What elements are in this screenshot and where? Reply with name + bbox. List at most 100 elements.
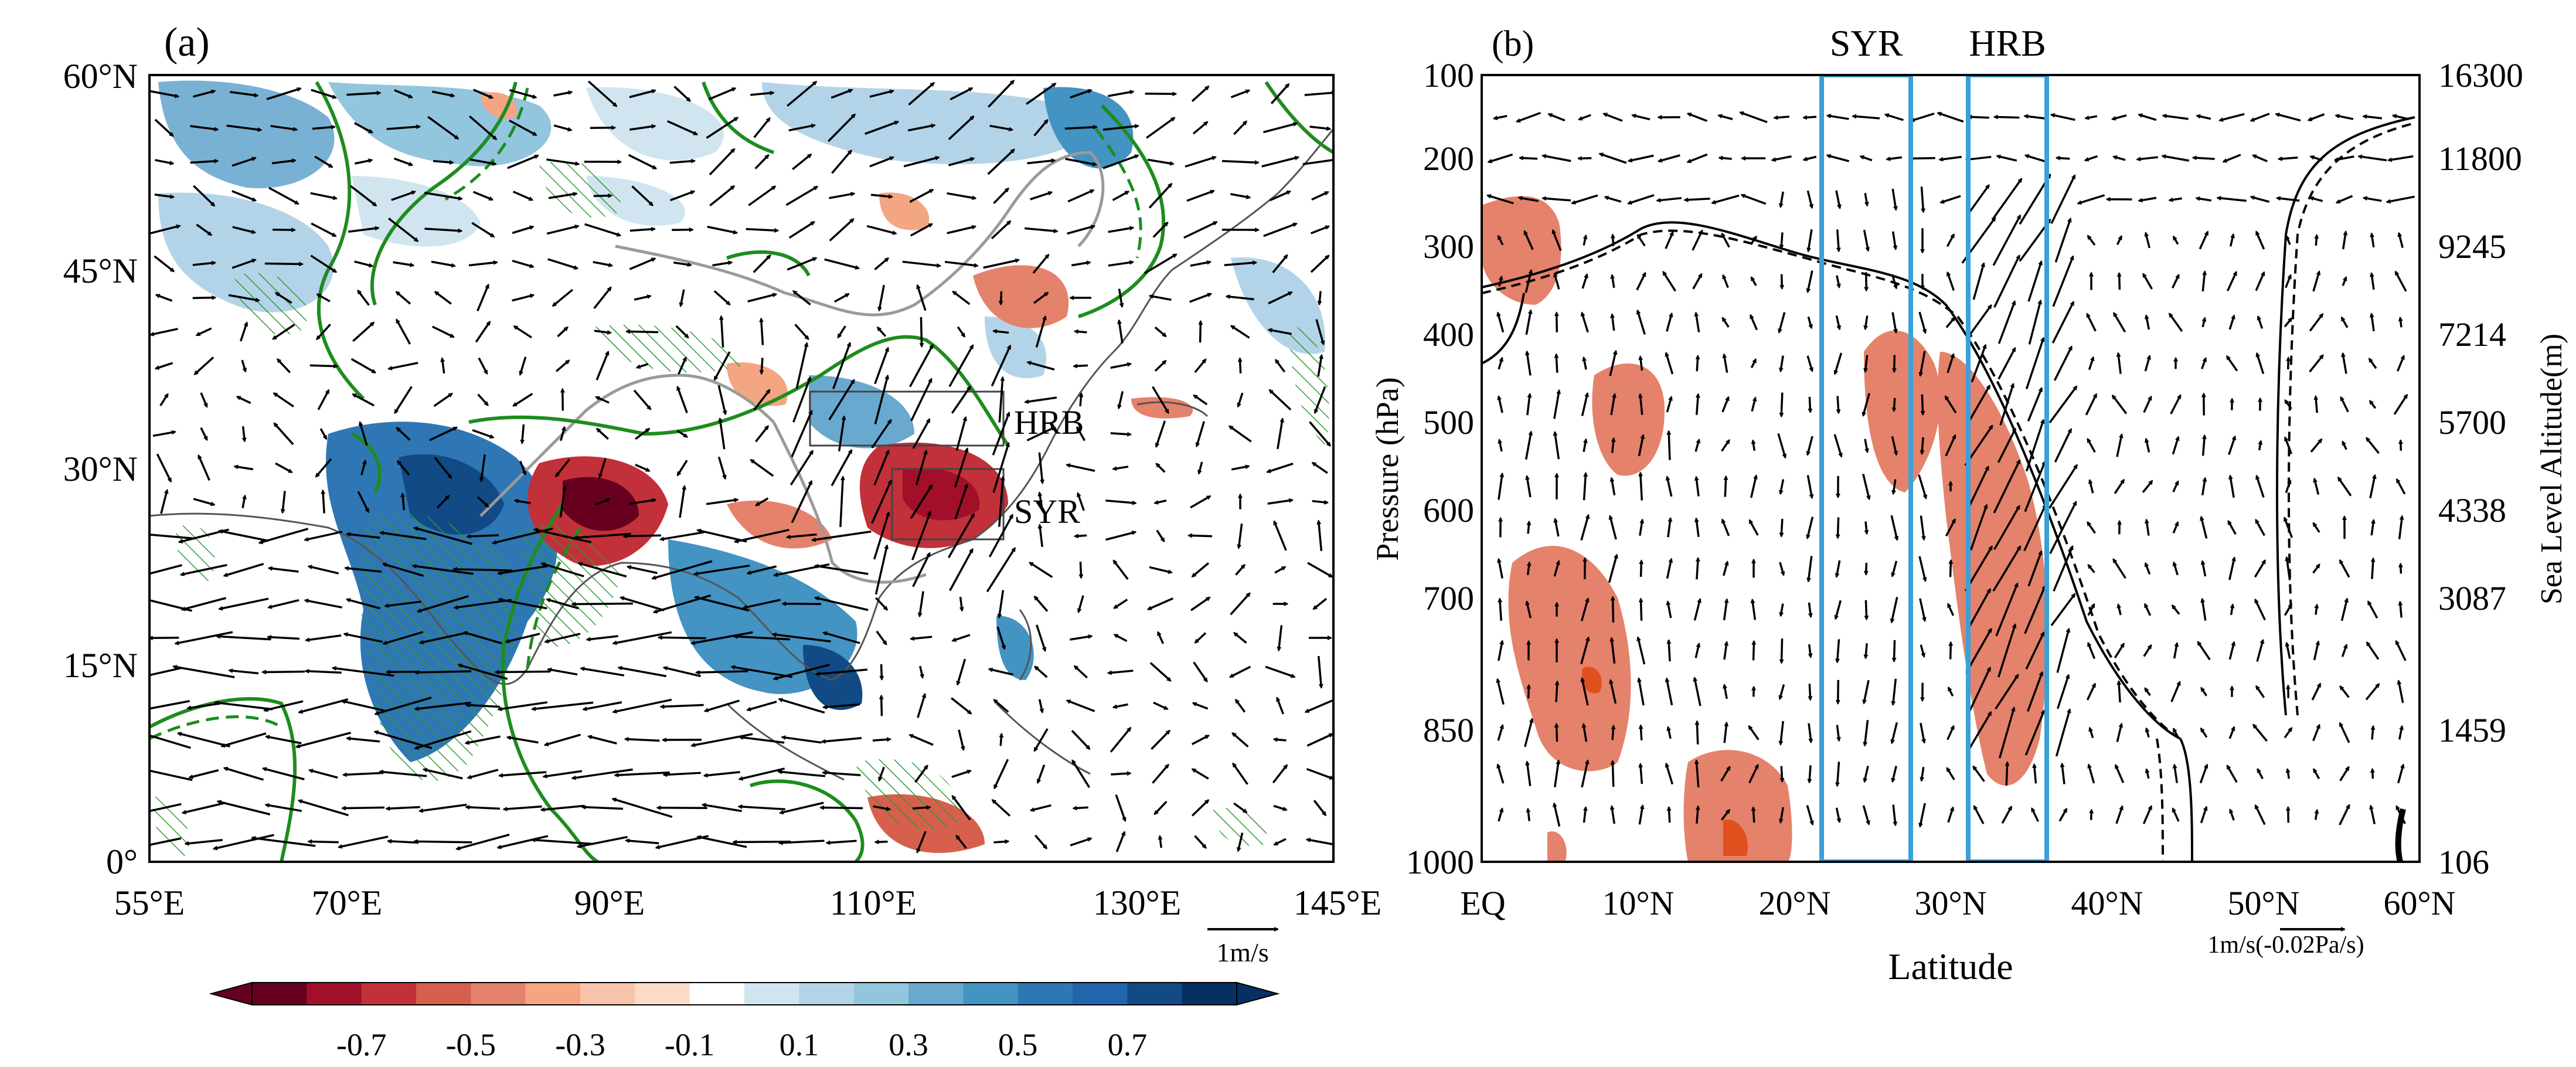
vector-arrow [280,491,286,514]
vector-arrow [1740,193,1767,205]
latitude-tick-60: 60°N [2383,884,2455,922]
colorbar-tick-label: -0.3 [555,1027,605,1062]
vector-arrow [662,666,701,678]
vector-arrow [1695,805,1700,824]
vector-arrow [311,89,338,99]
vector-arrow [1598,152,1627,164]
vector-arrow [271,324,295,340]
vector-arrow [1608,515,1617,540]
vector-arrow [746,227,780,233]
vector-arrow [2254,559,2267,578]
vector-arrow [240,321,249,342]
vector-arrow [1835,190,1842,210]
vector-arrow [2369,271,2375,290]
vector-arrow [1274,359,1286,373]
vector-arrow [321,489,326,514]
vector-arrow [1968,465,1989,507]
vector-arrow [874,257,890,271]
vector-arrow [354,158,373,165]
vector-arrow [548,192,578,199]
vector-arrow [1554,680,1560,702]
vector-arrow [1307,562,1333,578]
vector-arrow [154,255,175,273]
pressure-tick-200: 200 [1423,140,1474,178]
reference-vector-b: 1m/s(-0.02Pa/s) [2207,927,2364,959]
vector-arrow [1233,802,1248,814]
vector-arrow [1694,311,1700,332]
colorbar-tick-label: 0.3 [889,1027,928,1062]
vector-arrow [1919,598,1927,623]
vector-arrow [2168,197,2183,202]
vector-arrow [311,222,337,237]
vector-arrow [1636,309,1646,335]
vector-arrow [544,633,581,644]
vector-arrow [465,804,500,810]
vector-arrow [1946,271,1955,291]
vector-arrow [2171,604,2180,615]
vector-arrow [384,600,422,609]
vector-arrow [598,457,607,479]
vector-arrow [629,226,656,232]
colorbar-swatch [689,983,745,1005]
vector-arrow [712,260,733,267]
latitude-axis-label: Latitude [1888,946,2013,987]
vector-arrow [1064,124,1098,130]
vector-arrow [154,193,175,199]
vector-arrow [2257,315,2264,329]
vector-arrow [573,532,631,540]
vector-arrow [2142,480,2153,494]
vector-arrow [316,324,331,341]
vector-arrow [1778,355,1784,373]
vector-arrow [394,89,413,98]
vector-arrow [310,192,338,201]
vector-arrow [1583,234,1588,246]
vector-arrow [1317,354,1323,377]
vector-arrow [733,634,791,641]
vector-arrow [1311,461,1328,474]
vector-arrow [822,703,860,710]
vector-arrow [2052,255,2074,307]
vector-arrow [876,630,887,645]
vector-arrow [160,488,169,514]
vector-arrow [948,157,975,166]
vector-arrow [1194,358,1207,373]
vector-arrow [1523,230,1534,250]
vector-arrow [2112,558,2126,579]
vector-arrow [2053,545,2074,592]
vector-arrow [1317,291,1322,306]
vector-arrow [1739,111,1768,124]
vector-arrow [2053,345,2073,381]
colorbar-swatch [416,983,471,1005]
colorbar-tick-label: -0.7 [336,1027,386,1062]
vector-arrow [785,533,817,539]
vector-arrow [2050,113,2075,121]
colorbar-swatch [252,983,307,1005]
vector-arrow [1553,430,1560,460]
vector-arrow [733,529,790,543]
vector-arrow [263,700,304,712]
vector-arrow [507,154,539,169]
vector-arrow [1235,563,1246,576]
vector-arrow [1938,155,1962,162]
vector-arrow [2369,474,2377,498]
vector-arrow [1272,764,1288,784]
lon-tick-110: 110°E [830,883,917,922]
vector-arrow [497,701,548,712]
vector-arrow [1890,515,1899,541]
vector-arrow [611,797,673,818]
vector-arrow [241,426,247,443]
vector-arrow [411,563,474,575]
vector-arrow [2284,399,2292,410]
vector-arrow [949,548,974,592]
vector-arrow [1721,232,1730,248]
vector-arrow [1583,438,1588,452]
vector-arrow [2277,156,2298,161]
vector-arrow [436,495,450,509]
vector-arrow [750,458,774,477]
vector-arrow [395,318,411,345]
vector-arrow [455,834,510,851]
vector-arrow [871,419,892,448]
vector-arrow [1750,358,1757,368]
vector-arrow [1864,521,1869,535]
vector-arrow [910,378,933,422]
